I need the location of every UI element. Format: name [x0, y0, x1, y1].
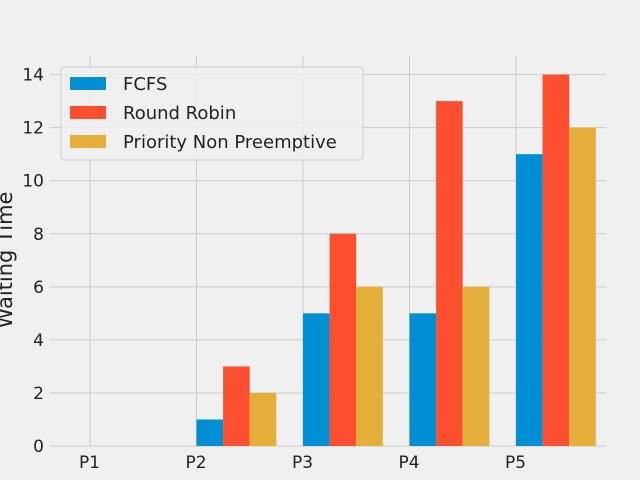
legend-swatch [70, 106, 106, 119]
x-tick-label: P1 [79, 453, 100, 473]
bar-priority-non-preemptive-p2 [249, 392, 277, 446]
y-axis-label: Waiting Time [0, 192, 17, 329]
legend-swatch [70, 77, 106, 90]
bar-fcfs-p5 [516, 154, 543, 446]
x-tick-label: P4 [399, 453, 420, 473]
bar-priority-non-preemptive-p4 [462, 286, 490, 446]
bar-round-robin-p5 [542, 74, 570, 447]
bar-fcfs-p3 [303, 313, 330, 446]
y-tick-label: 2 [33, 384, 44, 404]
x-tick-label: P3 [292, 453, 313, 473]
bar-priority-non-preemptive-p3 [356, 286, 383, 446]
y-tick-label: 8 [33, 225, 44, 245]
y-tick-label: 14 [22, 66, 44, 86]
legend-frame [60, 66, 364, 161]
legend-swatch [70, 135, 106, 148]
y-tick-label: 4 [33, 331, 44, 351]
y-tick-label: 0 [33, 437, 44, 457]
bar-fcfs-p4 [409, 313, 437, 446]
y-tick-label: 6 [33, 278, 44, 298]
y-tick-label: 10 [22, 172, 44, 192]
y-tick-label: 12 [22, 119, 44, 139]
y-tick-labels: 0 2 4 6 8 10 12 14 [22, 66, 44, 457]
x-tick-labels: P1 P2 P3 P4 P5 [79, 453, 526, 473]
bar-fcfs-p2 [196, 419, 224, 446]
legend: FCFS Round Robin Priority Non Preemptive [60, 66, 364, 161]
bar-round-robin-p3 [329, 233, 357, 446]
legend-label: Priority Non Preemptive [123, 132, 337, 153]
bar-round-robin-p2 [223, 366, 250, 446]
bar-round-robin-p4 [436, 101, 463, 446]
x-tick-label: P5 [505, 453, 526, 473]
legend-label: FCFS [123, 74, 167, 95]
x-tick-label: P2 [186, 453, 207, 473]
bar-priority-non-preemptive-p5 [569, 127, 596, 446]
bars [196, 74, 596, 447]
legend-label: Round Robin [123, 103, 236, 124]
